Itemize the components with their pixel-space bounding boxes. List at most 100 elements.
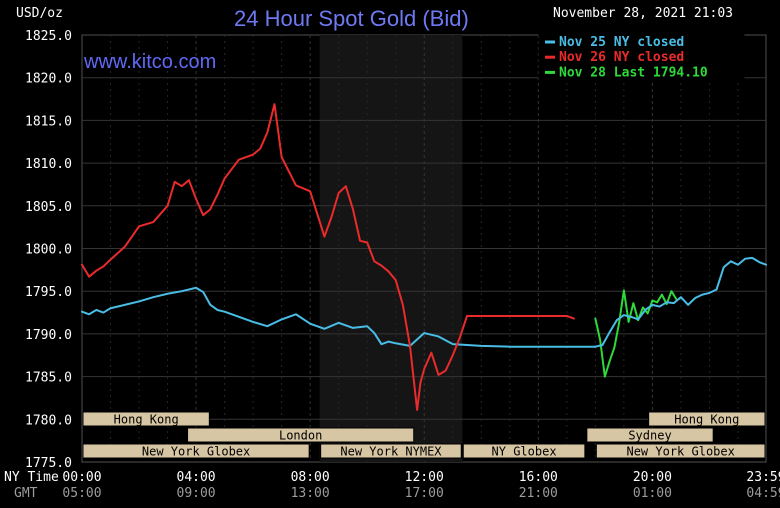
- data-point: [209, 304, 212, 306]
- session-box: [82, 443, 310, 459]
- chart-title: 24 Hour Spot Gold (Bid): [234, 6, 469, 31]
- data-point: [687, 304, 689, 306]
- x-tick-label-gmt: 05:00: [62, 486, 101, 501]
- data-point: [623, 289, 625, 292]
- data-point: [373, 332, 376, 334]
- data-point: [437, 335, 440, 338]
- data-point: [95, 269, 98, 272]
- data-point: [637, 318, 639, 321]
- data-point: [758, 261, 761, 263]
- data-point: [202, 214, 205, 216]
- data-point: [737, 263, 739, 266]
- data-point: [394, 342, 397, 345]
- data-point: [102, 265, 105, 268]
- data-point: [451, 354, 454, 357]
- data-point: [323, 327, 326, 330]
- data-point: [266, 131, 269, 134]
- data-point: [188, 179, 190, 181]
- data-point: [309, 190, 311, 193]
- y-axis-unit: USD/oz: [16, 6, 63, 21]
- series-line-nov28: [594, 289, 678, 378]
- data-point: [173, 181, 176, 183]
- data-point: [252, 153, 254, 156]
- data-point: [630, 316, 632, 318]
- x-tick-label-ny: 16:00: [519, 470, 558, 485]
- session-label: Hong Kong: [114, 413, 179, 427]
- data-point: [309, 322, 311, 325]
- data-point: [618, 322, 620, 324]
- data-point: [387, 270, 390, 273]
- data-point: [216, 309, 219, 311]
- x-tick-label-gmt: 01:00: [633, 486, 672, 501]
- y-tick-label: 1825.0: [25, 29, 72, 44]
- data-point: [480, 345, 483, 347]
- session-box: [82, 411, 210, 427]
- data-point: [670, 290, 673, 293]
- data-point: [359, 240, 361, 242]
- data-point: [109, 307, 112, 310]
- data-point: [604, 375, 606, 378]
- data-point: [337, 322, 340, 324]
- x-tick-label-ny: 00:00: [62, 470, 101, 485]
- data-point: [715, 288, 718, 291]
- data-point: [694, 297, 696, 299]
- data-point: [109, 258, 112, 261]
- data-point: [601, 344, 604, 346]
- data-point: [751, 257, 754, 259]
- data-point: [675, 298, 677, 300]
- data-point: [651, 304, 654, 306]
- x-tick-label-gmt: 04:59: [746, 486, 780, 501]
- y-tick-label: 1795.0: [25, 285, 72, 300]
- data-point: [352, 327, 354, 329]
- x-axis-label-ny-time: NY Time: [4, 470, 59, 485]
- y-tick-label: 1775.0: [25, 456, 72, 471]
- data-point: [81, 310, 83, 313]
- data-point: [680, 296, 682, 298]
- y-tick-label: 1790.0: [25, 328, 72, 343]
- data-point: [238, 158, 240, 161]
- data-point: [623, 314, 625, 316]
- data-point: [423, 368, 426, 370]
- series-line-nov26: [81, 103, 575, 411]
- data-point: [230, 168, 233, 170]
- x-tick-label-gmt: 09:00: [177, 486, 216, 501]
- data-point: [651, 299, 654, 302]
- data-point: [81, 263, 83, 266]
- x-tick-label-ny: 04:00: [177, 470, 216, 485]
- data-point: [380, 264, 383, 267]
- data-point: [599, 339, 601, 341]
- data-point: [102, 311, 105, 314]
- y-tick-label: 1805.0: [25, 200, 72, 215]
- data-point: [259, 147, 262, 150]
- data-point: [366, 325, 369, 328]
- data-point: [459, 336, 461, 339]
- website-watermark: www.kitco.com: [83, 51, 216, 73]
- data-point: [566, 315, 568, 317]
- y-tick-label: 1800.0: [25, 243, 72, 258]
- data-point: [252, 321, 254, 323]
- data-point: [138, 300, 140, 303]
- session-label: NY Globex: [492, 445, 557, 459]
- series-line-nov25: [81, 286, 597, 348]
- data-point: [323, 235, 326, 238]
- session-box: [462, 443, 586, 459]
- data-point: [765, 263, 767, 266]
- session-box: [586, 427, 714, 443]
- data-point: [402, 304, 404, 306]
- session-label: London: [279, 429, 322, 443]
- y-tick-label: 1785.0: [25, 371, 72, 386]
- legend-item: Nov 28 Last 1794.10: [559, 65, 708, 80]
- data-point: [480, 315, 483, 317]
- data-point: [423, 332, 426, 334]
- data-point: [473, 315, 475, 317]
- data-point: [266, 325, 269, 328]
- data-point: [88, 275, 90, 278]
- data-point: [730, 260, 732, 263]
- data-point: [573, 317, 575, 320]
- data-point: [295, 184, 297, 187]
- data-point: [209, 208, 212, 211]
- data-point: [416, 409, 418, 411]
- x-tick-label-gmt: 21:00: [519, 486, 558, 501]
- data-point: [394, 279, 397, 281]
